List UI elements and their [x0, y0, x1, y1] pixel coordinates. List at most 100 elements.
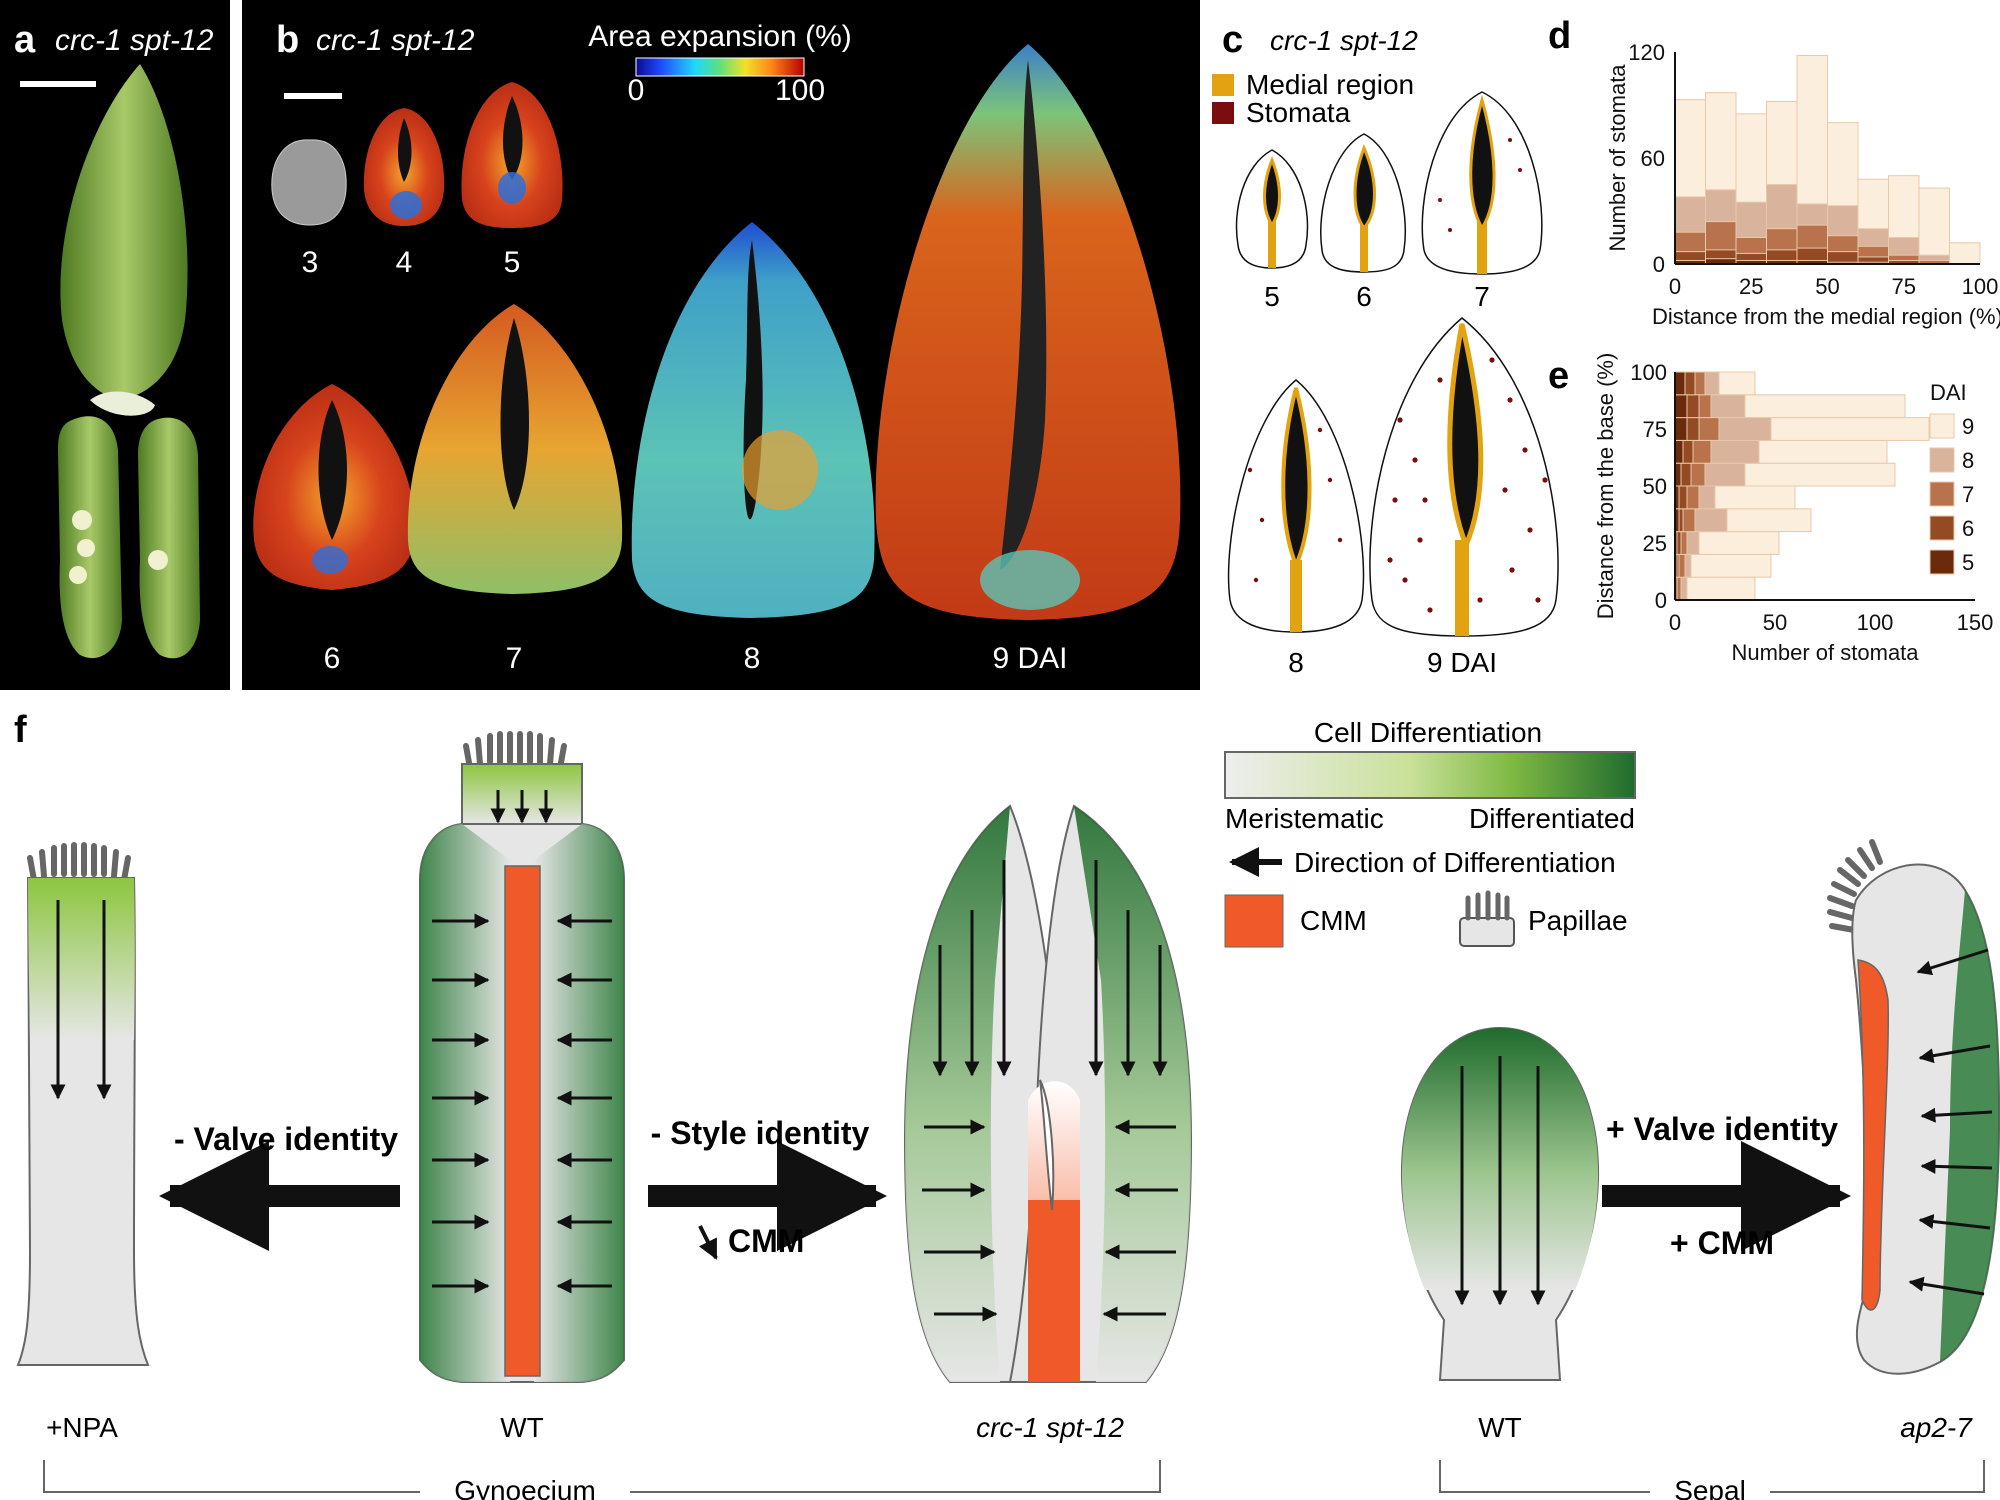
stage-label: 6: [324, 642, 341, 675]
panel-f-letter: f: [14, 709, 27, 751]
panel-a-letter: a: [14, 19, 36, 61]
label-gynoecium: Gynoecium: [454, 1475, 596, 1500]
diagram-ap2: ap2-7: [1827, 839, 2000, 1443]
legend-title-e: DAI: [1930, 380, 1967, 405]
x-tick-label-d: 25: [1739, 274, 1763, 299]
legend-label-e: 5: [1962, 550, 1974, 575]
x-axis-label-d: Distance from the medial region (%): [1652, 304, 2000, 329]
x-tick-label-e: 150: [1957, 610, 1994, 635]
colorbar-max: 100: [775, 74, 825, 107]
panel-a: a crc-1 spt-12: [0, 0, 230, 690]
legend-differentiated: Differentiated: [1469, 803, 1635, 834]
ovule: [77, 539, 95, 557]
legend-meristematic: Meristematic: [1225, 803, 1384, 834]
label-wt-sepal: WT: [1478, 1412, 1522, 1443]
legend-swatch-e: [1929, 413, 1955, 439]
y-axis-label-d: Number of stomata: [1605, 64, 1630, 252]
label-npa: +NPA: [46, 1412, 118, 1443]
x-tick-label-d: 75: [1892, 274, 1916, 299]
panel-b-genotype: crc-1 spt-12: [316, 24, 475, 57]
diagram-wt-sepal: WT: [1400, 1026, 1600, 1443]
label-crc-spt: crc-1 spt-12: [976, 1412, 1124, 1443]
legend-swatch-e: [1929, 549, 1955, 575]
fruit-half-right: [138, 417, 200, 659]
legend-stomata-label: Stomata: [1246, 97, 1351, 128]
panel-b-letter: b: [276, 19, 299, 61]
panel-c: c crc-1 spt-12 Medial region Stomata 5 6…: [1212, 19, 1559, 678]
label-valve-plus: + Valve identity: [1606, 1111, 1838, 1147]
label-cmm-plus: + CMM: [1670, 1225, 1774, 1261]
stage-label: 3: [302, 246, 319, 279]
legend-swatch-e: [1929, 447, 1955, 473]
x-tick-label-d: 100: [1962, 274, 1999, 299]
fruit-half-left: [58, 416, 122, 659]
bar-e-series-5: [1674, 371, 1686, 396]
bar-d-series-9: [1918, 187, 1950, 265]
colorbar-min: 0: [628, 74, 645, 107]
bar-e-series-5: [1674, 417, 1688, 441]
stage-label: 4: [396, 246, 413, 279]
bracket-sepal: [1439, 1460, 1985, 1493]
y-tick-label-d: 120: [1628, 40, 1665, 65]
legend-cmm-label: CMM: [1300, 905, 1367, 936]
heatmap-stage-3: [271, 139, 347, 226]
legend-gradient-bar: [1224, 751, 1636, 799]
heatmap-stage-7-gap: [500, 318, 529, 510]
legend-cell-differentiation-title: Cell Differentiation: [1314, 717, 1542, 748]
fruit-intact: [60, 64, 188, 400]
label-ap2: ap2-7: [1900, 1412, 1973, 1443]
papillae-icon: [1459, 890, 1515, 947]
bar-e-series-5: [1674, 439, 1684, 464]
legend-label-e: 6: [1962, 516, 1974, 541]
colorbar: [635, 57, 805, 77]
colorbar-title: Area expansion (%): [588, 20, 851, 53]
bar-d-series-9: [1949, 242, 1981, 265]
stage-label: 6: [1356, 281, 1372, 312]
panel-b: b crc-1 spt-12 Area expansion (%) 0 100 …: [242, 0, 1200, 690]
panel-f: f Cell Differentiation Meristematic Diff…: [14, 709, 2000, 1500]
cmm-down-arrow-icon: [698, 1225, 718, 1260]
stage-label: 8: [744, 642, 761, 675]
label-cmm-down: CMM: [728, 1223, 804, 1259]
ovule: [148, 550, 168, 570]
stage-label: 7: [506, 642, 523, 675]
legend-swatch-e: [1929, 481, 1955, 507]
y-axis-label-e: Distance from the base (%): [1593, 353, 1618, 620]
chart-d: 0 25 50 75 100 0 60 120 Distance from the medial…: [1605, 40, 2000, 329]
legend-cmm-swatch: [1224, 894, 1284, 948]
legend-direction: Direction of Differentiation: [1294, 847, 1616, 878]
y-tick-label-d: 60: [1641, 146, 1665, 171]
fruit-base: [90, 391, 155, 416]
stage-label: 9 DAI: [1427, 647, 1497, 678]
panel-e-letter: e: [1548, 355, 1569, 397]
stage-label: 9 DAI: [992, 642, 1067, 675]
panel-d-letter: d: [1548, 15, 1571, 57]
legend-label-e: 8: [1962, 448, 1974, 473]
legend-swatch-e: [1929, 515, 1955, 541]
heatmap-stage-6-gap: [318, 400, 347, 540]
legend-medial-label: Medial region: [1246, 69, 1414, 100]
label-style-minus: - Style identity: [651, 1115, 870, 1151]
x-tick-label-e: 50: [1763, 610, 1787, 635]
legend-stomata-swatch: [1212, 102, 1234, 124]
bracket-gynoecium: [43, 1460, 1161, 1493]
panel-d: d 0 25 50 75 100 0 60 120 Distance from the medi…: [1548, 15, 2000, 329]
panel-a-genotype: crc-1 spt-12: [55, 24, 214, 57]
stage-label: 5: [504, 246, 521, 279]
stage-label: 7: [1474, 281, 1490, 312]
label-sepal: Sepal: [1674, 1475, 1746, 1500]
heatmap-stage-9-gap: [1000, 60, 1047, 570]
legend-label-e: 9: [1962, 414, 1974, 439]
panel-c-letter: c: [1222, 19, 1243, 61]
y-tick-label-e: 25: [1643, 531, 1667, 556]
legend-papillae-label: Papillae: [1528, 905, 1628, 936]
y-tick-label-e: 50: [1643, 474, 1667, 499]
y-tick-label-d: 0: [1653, 252, 1665, 277]
diagram-crc-spt: crc-1 spt-12: [903, 804, 1193, 1443]
diagram-npa: +NPA: [16, 842, 150, 1443]
ovule: [72, 510, 92, 530]
y-tick-label-e: 0: [1655, 588, 1667, 613]
